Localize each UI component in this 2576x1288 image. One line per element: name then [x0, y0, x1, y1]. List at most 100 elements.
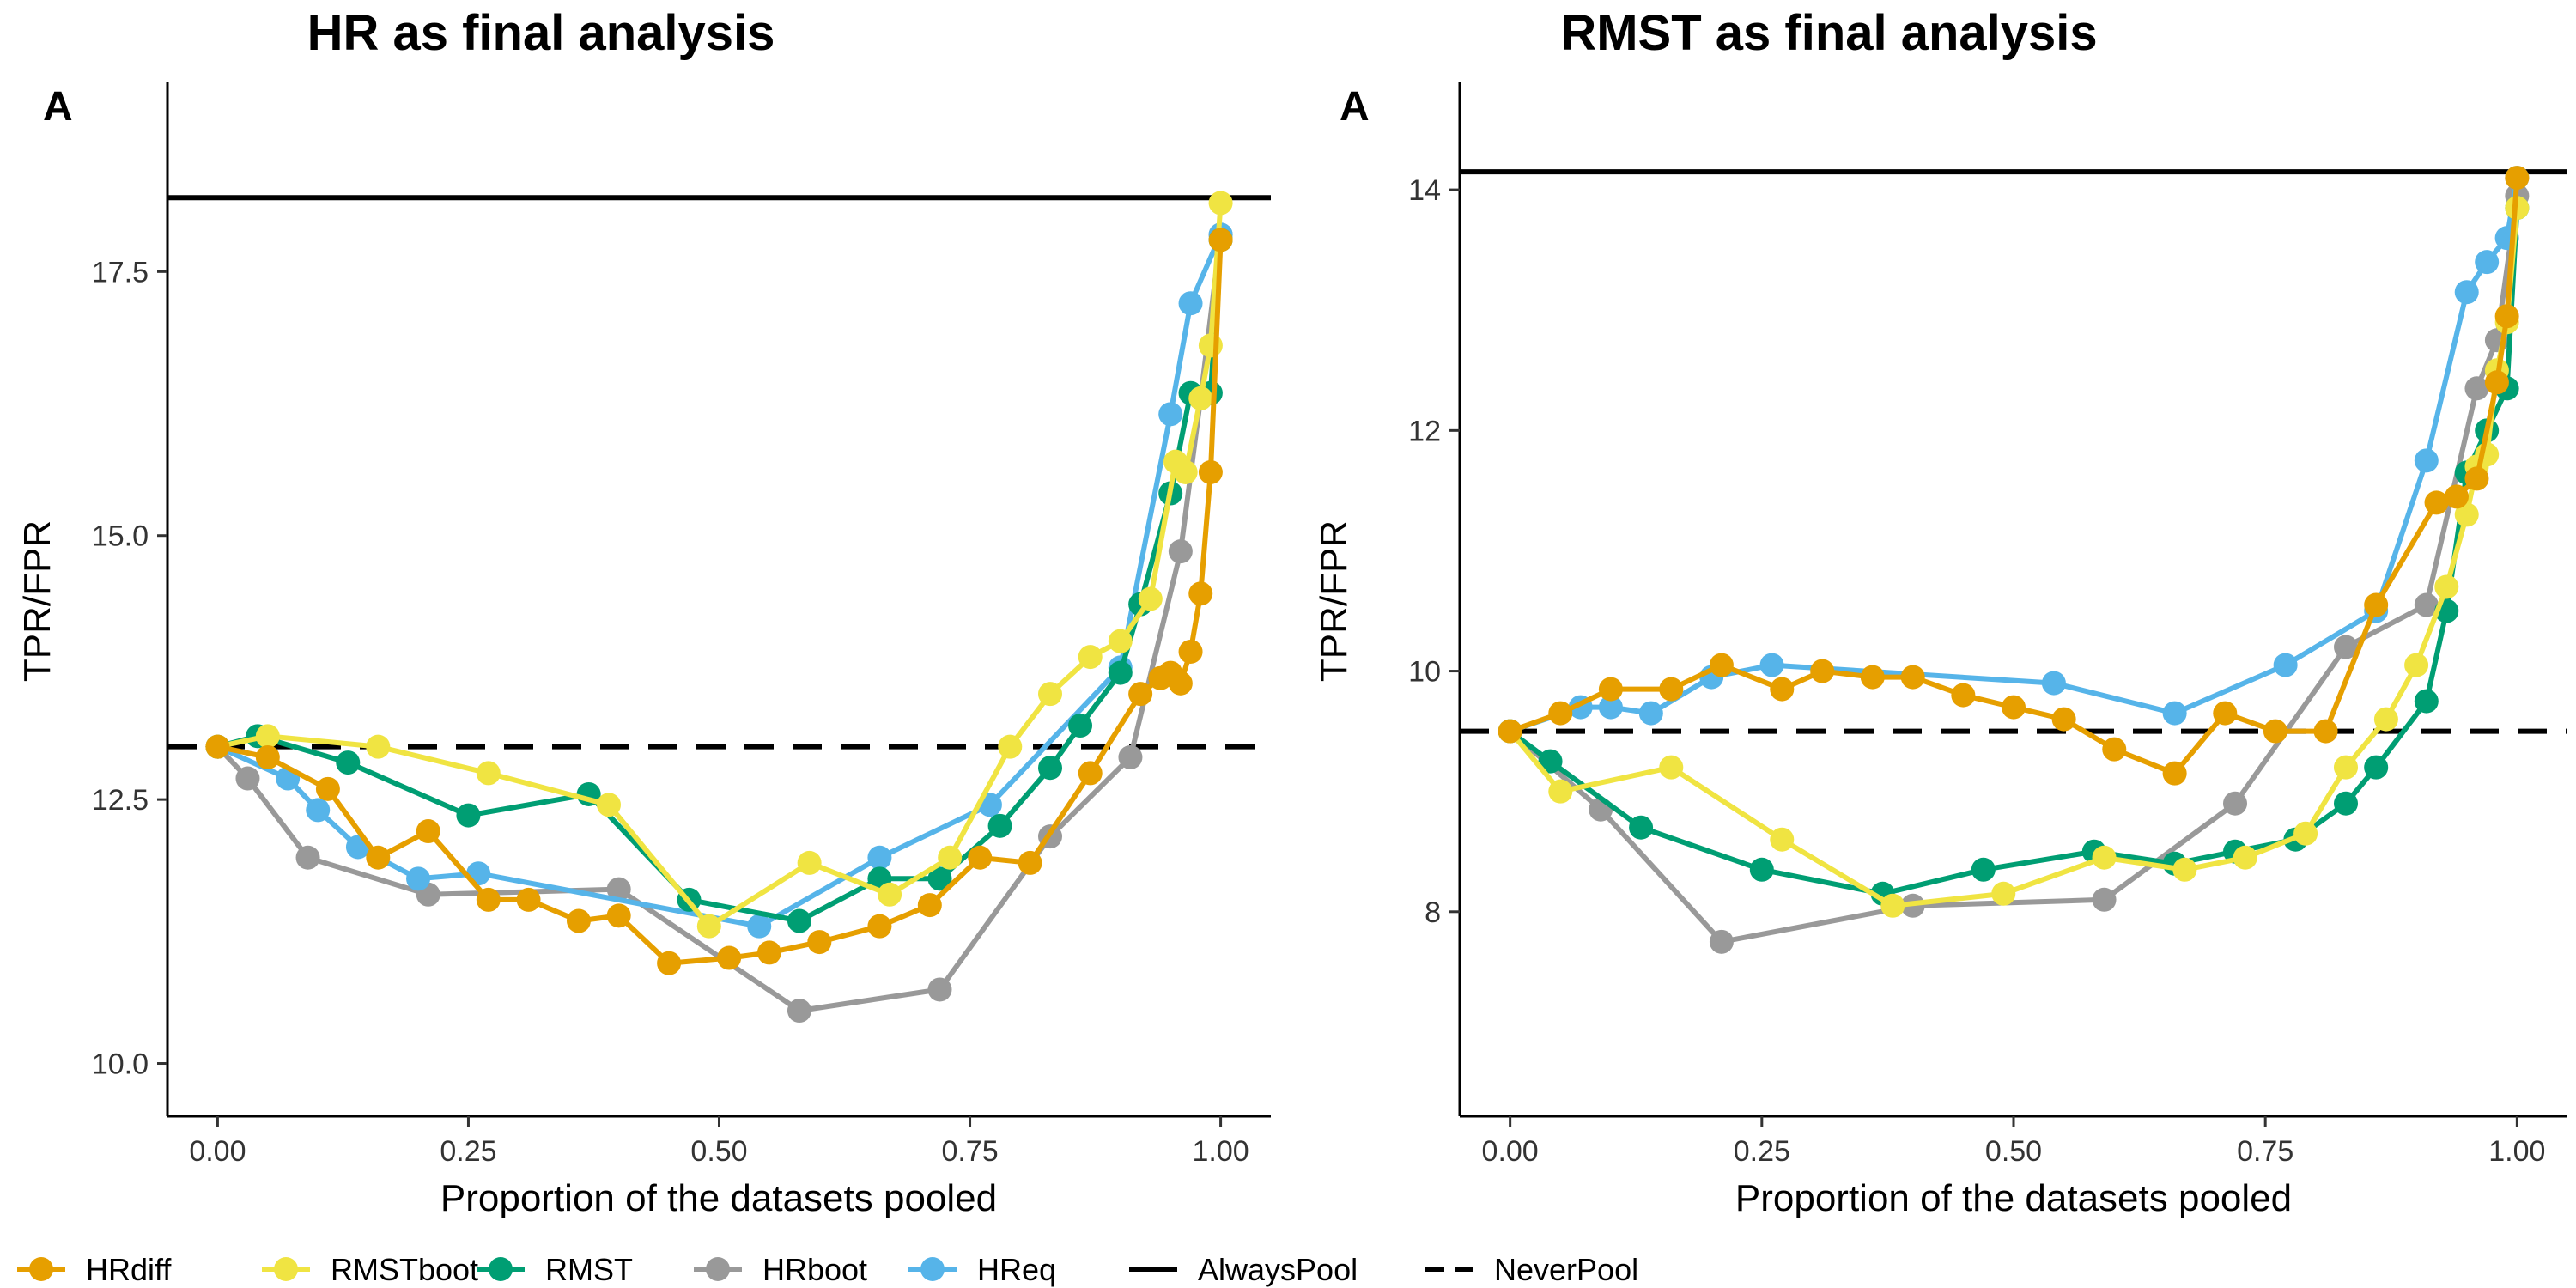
legend-label: NeverPool: [1494, 1252, 1638, 1287]
data-point-rmstboot: [2334, 755, 2358, 780]
data-point-hreq: [2041, 671, 2066, 696]
data-point-rmst: [2364, 755, 2389, 780]
x-tick-label: 0.50: [690, 1135, 747, 1168]
data-point-hrdiff: [566, 908, 591, 933]
series-hreq: [1498, 166, 2530, 744]
data-point-rmstboot: [2373, 707, 2398, 732]
data-point-rmstboot: [1880, 893, 1905, 918]
data-point-rmstboot: [998, 734, 1023, 759]
data-point-hrdiff: [1208, 228, 1233, 252]
data-point-rmstboot: [1198, 333, 1223, 358]
legend-item-hrdiff: HRdiff: [17, 1252, 172, 1287]
data-point-hrdiff: [2424, 490, 2449, 515]
series-line-hrboot: [216, 234, 1224, 1013]
data-point-hreq: [2273, 653, 2298, 677]
data-point-rmstboot: [1038, 682, 1062, 707]
data-point-hrboot: [2334, 635, 2358, 659]
series-line-rmstboot: [1508, 207, 2520, 908]
legend-label: RMST: [545, 1252, 633, 1287]
data-point-hrdiff: [1018, 850, 1042, 875]
x-tick-label: 0.25: [440, 1135, 496, 1168]
data-point-rmstboot: [1078, 645, 1103, 670]
series-hrboot: [205, 222, 1233, 1024]
data-point-hrdiff: [205, 734, 230, 759]
panel-rmst-final-analysis: RMST as final analysis A TPR/FPR Proport…: [1313, 5, 2567, 1219]
legend-item-rmstboot: RMSTboot: [262, 1252, 478, 1287]
data-point-rmstboot: [1991, 881, 2016, 906]
data-point-rmstboot: [1173, 459, 1198, 484]
panel-tag: A: [1340, 84, 1370, 130]
data-point-rmstboot: [2233, 845, 2257, 870]
data-point-hrdiff: [1709, 653, 1734, 677]
data-point-hrboot: [1118, 744, 1143, 769]
data-point-hrdiff: [2505, 166, 2530, 191]
data-point-hrdiff: [1951, 683, 1976, 708]
data-point-hrdiff: [756, 940, 781, 965]
data-point-hreq: [1158, 402, 1183, 427]
data-point-hrdiff: [476, 887, 501, 912]
data-point-rmstboot: [2172, 857, 2197, 882]
data-point-rmstboot: [1138, 586, 1163, 611]
data-point-hrboot: [295, 845, 320, 870]
data-point-hrdiff: [416, 819, 440, 844]
data-point-hrdiff: [1128, 682, 1153, 707]
data-point-rmst: [1038, 756, 1062, 781]
data-point-hrdiff: [807, 930, 832, 955]
legend-key-point: [489, 1257, 513, 1281]
series-layer: [205, 191, 1233, 1024]
legend-key-point: [706, 1257, 730, 1281]
x-tick-label: 0.00: [1482, 1135, 1539, 1168]
data-point-hrdiff: [1659, 677, 1684, 702]
legend-label: HReq: [977, 1252, 1056, 1287]
data-point-hrdiff: [2002, 695, 2026, 720]
axes: 0.00 0.25 0.50 0.75 1.00 10.0 12.5 15.0 17.5: [92, 82, 1271, 1168]
data-point-hrdiff: [2263, 719, 2287, 744]
data-point-hrdiff: [2162, 761, 2187, 786]
series-line-hreq: [1509, 177, 2520, 734]
data-point-rmstboot: [1659, 755, 1684, 780]
data-point-rmst: [1068, 714, 1093, 738]
data-point-rmst: [2414, 689, 2439, 714]
y-tick-label: 10: [1408, 656, 1441, 689]
data-point-hrdiff: [1178, 639, 1203, 664]
y-axis-label: TPR/FPR: [16, 520, 58, 682]
legend-label: HRboot: [762, 1252, 867, 1287]
chart-title: HR as final analysis: [307, 5, 775, 61]
data-point-hrdiff: [1548, 701, 1573, 726]
x-tick-label: 0.50: [1985, 1135, 2042, 1168]
data-point-hrboot: [927, 977, 952, 1002]
data-point-rmst: [787, 908, 811, 933]
data-point-rmstboot: [938, 845, 963, 870]
data-point-rmstboot: [366, 734, 391, 759]
data-point-hrdiff: [2313, 719, 2338, 744]
data-point-hreq: [1598, 695, 1623, 720]
data-point-hrdiff: [1188, 581, 1213, 606]
data-point-hrdiff: [917, 893, 942, 918]
data-point-rmstboot: [2293, 821, 2318, 846]
y-tick-label: 17.5: [92, 256, 149, 289]
axes: 0.00 0.25 0.50 0.75 1.00 8 10 12 14: [1408, 82, 2567, 1168]
data-point-rmst: [1538, 749, 1563, 774]
data-point-rmstboot: [1108, 629, 1133, 653]
legend-key-point: [920, 1257, 945, 1281]
series-rmstboot: [1498, 196, 2530, 918]
data-point-hrdiff: [315, 776, 340, 801]
series-rmst: [1498, 196, 2530, 906]
data-point-hreq: [2454, 280, 2479, 305]
data-point-hrboot: [2223, 791, 2247, 816]
data-point-rmst: [2334, 791, 2358, 816]
data-point-rmstboot: [1208, 191, 1233, 216]
series-layer: [1498, 166, 2530, 954]
data-point-hrdiff: [1900, 665, 1925, 690]
data-point-hreq: [1638, 701, 1663, 726]
x-axis-label: Proportion of the datasets pooled: [440, 1177, 997, 1219]
data-point-rmst: [456, 803, 481, 828]
x-tick-label: 0.75: [941, 1135, 998, 1168]
data-point-hrdiff: [1770, 677, 1795, 702]
series-hrdiff: [1498, 166, 2530, 786]
data-point-hrdiff: [2484, 370, 2509, 395]
data-point-hrboot: [1168, 539, 1193, 564]
x-tick-label: 1.00: [2488, 1135, 2545, 1168]
data-point-rmstboot: [255, 724, 280, 749]
data-point-rmst: [1108, 660, 1133, 685]
